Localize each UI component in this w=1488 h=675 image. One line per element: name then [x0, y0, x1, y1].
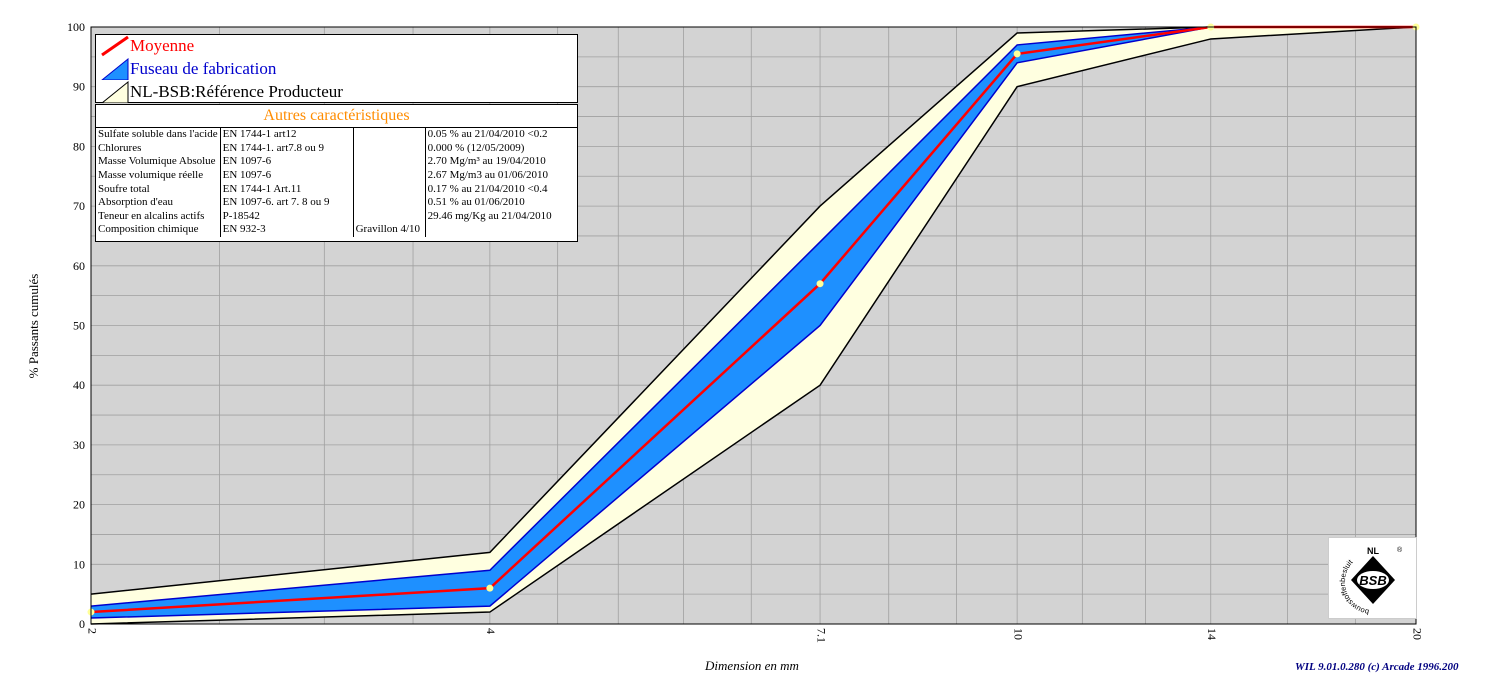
- logo-top-text: NL: [1367, 546, 1379, 556]
- legend: Moyenne Fuseau de fabrication NL-BSB:Réf…: [95, 34, 578, 103]
- characteristic-norm: EN 1097-6. art 7. 8 ou 9: [219, 195, 354, 210]
- data-point: [1013, 50, 1021, 58]
- characteristic-extra: [352, 155, 426, 169]
- x-axis-title: Dimension en mm: [704, 658, 799, 673]
- characteristic-value: 0.51 % au 01/06/2010: [424, 195, 577, 210]
- characteristic-value: 0.000 % (12/05/2009): [424, 141, 577, 156]
- plot-frame: [90, 26, 1417, 625]
- bsb-logo: BSB NL ® bouwstoffenbesluit: [1328, 537, 1417, 619]
- data-point: [816, 280, 824, 288]
- characteristic-extra: [352, 128, 426, 142]
- legend-label: Moyenne: [130, 36, 195, 55]
- legend-item-moyenne: Moyenne: [96, 35, 577, 57]
- characteristic-name: Soufre total: [96, 182, 221, 196]
- characteristic-norm: EN 1744-1 Art.11: [219, 182, 354, 196]
- band-fuseau-de-fabrication: [91, 27, 1416, 619]
- y-tick-label: 80: [73, 139, 85, 153]
- legend-band-swatch: [101, 81, 129, 103]
- characteristic-extra: [352, 168, 426, 183]
- legend-label: NL-BSB:Référence Producteur: [130, 82, 343, 101]
- characteristic-norm: P-18542: [219, 209, 354, 224]
- x-tick-label: 14: [1205, 628, 1219, 640]
- y-axis-title: % Passants cumulés: [26, 274, 41, 379]
- characteristic-name: Teneur en alcalins actifs: [96, 209, 221, 224]
- characteristics-panel: Autres caractéristiques Sulfate soluble …: [95, 104, 578, 242]
- characteristic-row: Teneur en alcalins actifs P-18542 29.46 mg…: [96, 209, 577, 224]
- characteristic-row: Chlorures EN 1744-1. art7.8 ou 9 0.000 % (…: [96, 141, 577, 156]
- data-point: [486, 584, 494, 592]
- characteristic-name: Absorption d'eau: [96, 195, 221, 210]
- characteristic-row: Sulfate soluble dans l'acide EN 1744-1 ar…: [96, 128, 577, 142]
- characteristic-row: Composition chimique EN 932-3 Gravillon 4/…: [96, 223, 577, 237]
- characteristic-norm: EN 1744-1 art12: [219, 128, 354, 142]
- y-tick-label: 60: [73, 259, 85, 273]
- characteristic-name: Masse volumique réelle: [96, 168, 221, 183]
- characteristic-value: 0.05 % au 21/04/2010 <0.2: [424, 128, 577, 142]
- characteristics-table: Sulfate soluble dans l'acide EN 1744-1 ar…: [96, 128, 577, 237]
- characteristic-name: Chlorures: [96, 141, 221, 156]
- x-axis-ticks: 2 4 7.1 10 14 20: [85, 628, 1424, 643]
- characteristic-extra: Gravillon 4/10: [352, 223, 426, 237]
- characteristic-row: Masse Volumique Absolue EN 1097-6 2.70 Mg/…: [96, 155, 577, 169]
- y-tick-label: 30: [73, 438, 85, 452]
- characteristic-norm: EN 1097-6: [219, 168, 354, 183]
- x-tick-label: 7.1: [814, 628, 828, 643]
- y-tick-label: 10: [73, 557, 85, 571]
- y-tick-label: 20: [73, 498, 85, 512]
- x-tick-label: 10: [1011, 628, 1025, 640]
- legend-line-swatch: [101, 35, 129, 57]
- characteristic-name: Masse Volumique Absolue: [96, 155, 221, 169]
- characteristic-norm: EN 932-3: [219, 223, 354, 237]
- y-tick-label: 50: [73, 319, 85, 333]
- legend-item-reference: NL-BSB:Référence Producteur: [96, 81, 577, 103]
- characteristic-norm: EN 1744-1. art7.8 ou 9: [219, 141, 354, 156]
- characteristic-extra: [352, 209, 426, 224]
- characteristics-title: Autres caractéristiques: [96, 105, 577, 128]
- bsb-logo-graphic: BSB NL ® bouwstoffenbesluit: [1338, 546, 1403, 617]
- legend-item-fuseau: Fuseau de fabrication: [96, 58, 577, 80]
- logo-registered-mark: ®: [1397, 546, 1403, 554]
- y-tick-label: 40: [73, 378, 85, 392]
- characteristic-row: Soufre total EN 1744-1 Art.11 0.17 % au 21…: [96, 182, 577, 196]
- characteristic-name: Sulfate soluble dans l'acide: [96, 128, 221, 142]
- x-tick-label: 20: [1410, 628, 1424, 640]
- y-tick-label: 90: [73, 80, 85, 94]
- characteristic-value: 0.17 % au 21/04/2010 <0.4: [424, 182, 577, 196]
- y-tick-label: 100: [67, 20, 85, 34]
- characteristic-row: Masse volumique réelle EN 1097-6 2.67 Mg/m…: [96, 168, 577, 183]
- characteristic-value: 2.67 Mg/m3 au 01/06/2010: [424, 168, 577, 183]
- x-tick-label: 4: [484, 628, 498, 634]
- y-axis-ticks: 0 10 20 30 40 50 60 70 80 90 100: [67, 20, 85, 631]
- characteristic-value: [424, 223, 577, 237]
- characteristic-extra: [352, 141, 426, 156]
- characteristic-extra: [352, 195, 426, 210]
- characteristic-row: Absorption d'eau EN 1097-6. art 7. 8 ou 9…: [96, 195, 577, 210]
- characteristic-extra: [352, 182, 426, 196]
- legend-label: Fuseau de fabrication: [130, 59, 277, 78]
- characteristic-norm: EN 1097-6: [219, 155, 354, 169]
- band-lower-edge: [90, 26, 1417, 625]
- legend-band-swatch: [101, 58, 129, 80]
- logo-center-text: BSB: [1359, 573, 1386, 588]
- x-tick-label: 2: [85, 628, 99, 634]
- characteristic-value: 29.46 mg/Kg au 21/04/2010: [424, 209, 577, 224]
- y-tick-label: 0: [79, 617, 85, 631]
- characteristic-name: Composition chimique: [96, 223, 221, 237]
- software-credit: WIL 9.01.0.280 (c) Arcade 1996.200: [1295, 661, 1459, 673]
- characteristic-value: 2.70 Mg/m³ au 19/04/2010: [424, 155, 577, 169]
- y-tick-label: 70: [73, 199, 85, 213]
